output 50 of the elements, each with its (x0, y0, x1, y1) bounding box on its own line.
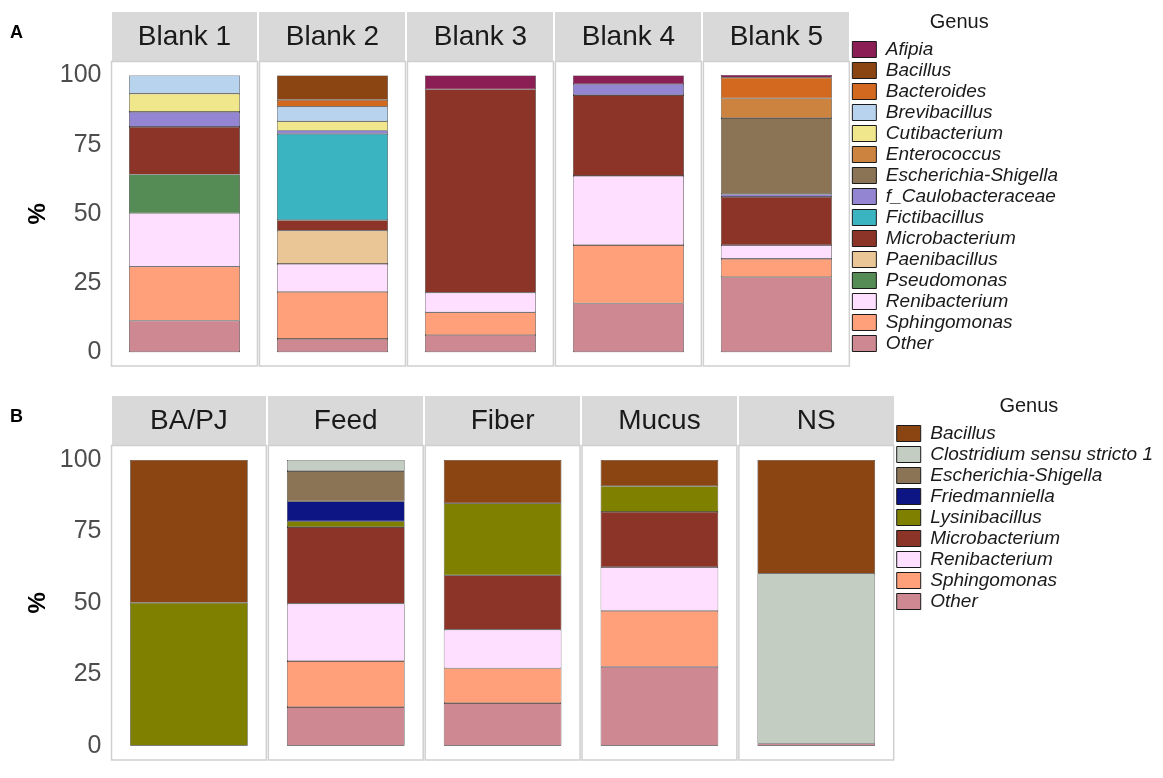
legend-label: Lysinibacillus (930, 505, 1043, 527)
legend-label: Renibacterium (930, 547, 1053, 569)
x-tick-label: Blank 5 (729, 19, 824, 51)
legend-title: Genus (999, 393, 1059, 416)
y-tick-label: 50 (73, 586, 102, 615)
y-tick-label: 50 (73, 197, 102, 226)
legend-label: Paenibacillus (885, 247, 999, 269)
chart-title: B (10, 405, 23, 426)
legend-label: Other (885, 331, 935, 353)
y-tick-label: 100 (59, 59, 102, 88)
y-axis-title: % (23, 203, 51, 225)
legend-label: Escherichia-Shigella (930, 463, 1103, 485)
y-tick-label: 75 (73, 515, 102, 544)
x-tick-label: BA/PJ (150, 403, 228, 435)
legend-label: Bacillus (930, 421, 997, 443)
legend-label: Cutibacterium (885, 121, 1004, 143)
x-tick-label: Blank 3 (433, 19, 528, 51)
y-tick-label: 75 (73, 128, 102, 157)
x-tick-label: NS (796, 403, 836, 435)
legend-label: Bacillus (885, 58, 952, 80)
legend-label: Sphingomonas (930, 568, 1058, 590)
legend-label: Microbacterium (885, 226, 1016, 248)
y-tick-label: 100 (59, 443, 102, 472)
x-tick-label: Mucus (618, 403, 701, 435)
legend-label: Afipia (884, 37, 934, 59)
y-tick-label: 0 (87, 336, 102, 365)
x-tick-label: Blank 4 (581, 19, 676, 51)
legend-title: Genus (929, 9, 989, 32)
legend-label: f_Caulobacteraceae (885, 184, 1056, 206)
x-tick-label: Blank 1 (137, 19, 232, 51)
legend-label: Microbacterium (930, 526, 1061, 548)
legend-label: Pseudomonas (885, 268, 1008, 290)
legend-label: Brevibacillus (885, 100, 994, 122)
legend-label: Escherichia-Shigella (885, 163, 1059, 185)
x-tick-label: Blank 2 (285, 19, 380, 51)
y-tick-label: 0 (87, 729, 102, 758)
legend-label: Clostridium sensu stricto 1 (930, 442, 1153, 464)
legend-label: Enterococcus (885, 142, 1002, 164)
legend-label: Friedmanniella (930, 484, 1055, 506)
y-axis-title: % (23, 592, 51, 614)
legend-label: Renibacterium (885, 289, 1009, 311)
legend-label: Sphingomonas (885, 310, 1014, 332)
y-tick-label: 25 (73, 266, 102, 295)
x-tick-label: Feed (313, 403, 378, 435)
legend-label: Fictibacillus (885, 205, 985, 227)
y-tick-label: 25 (73, 658, 102, 687)
legend-label: Bacteroides (885, 79, 987, 101)
chart-title: A (10, 21, 23, 42)
legend-label: Other (930, 589, 979, 611)
x-tick-label: Fiber (470, 403, 535, 435)
